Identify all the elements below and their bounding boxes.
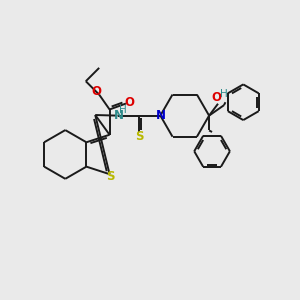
Text: H: H: [119, 105, 127, 115]
Text: O: O: [211, 91, 221, 104]
Text: N: N: [156, 109, 166, 122]
Text: S: S: [135, 130, 143, 143]
Text: O: O: [124, 95, 134, 109]
Text: O: O: [92, 85, 102, 98]
Text: S: S: [106, 170, 114, 183]
Text: N: N: [114, 109, 124, 122]
Text: H: H: [220, 89, 228, 99]
